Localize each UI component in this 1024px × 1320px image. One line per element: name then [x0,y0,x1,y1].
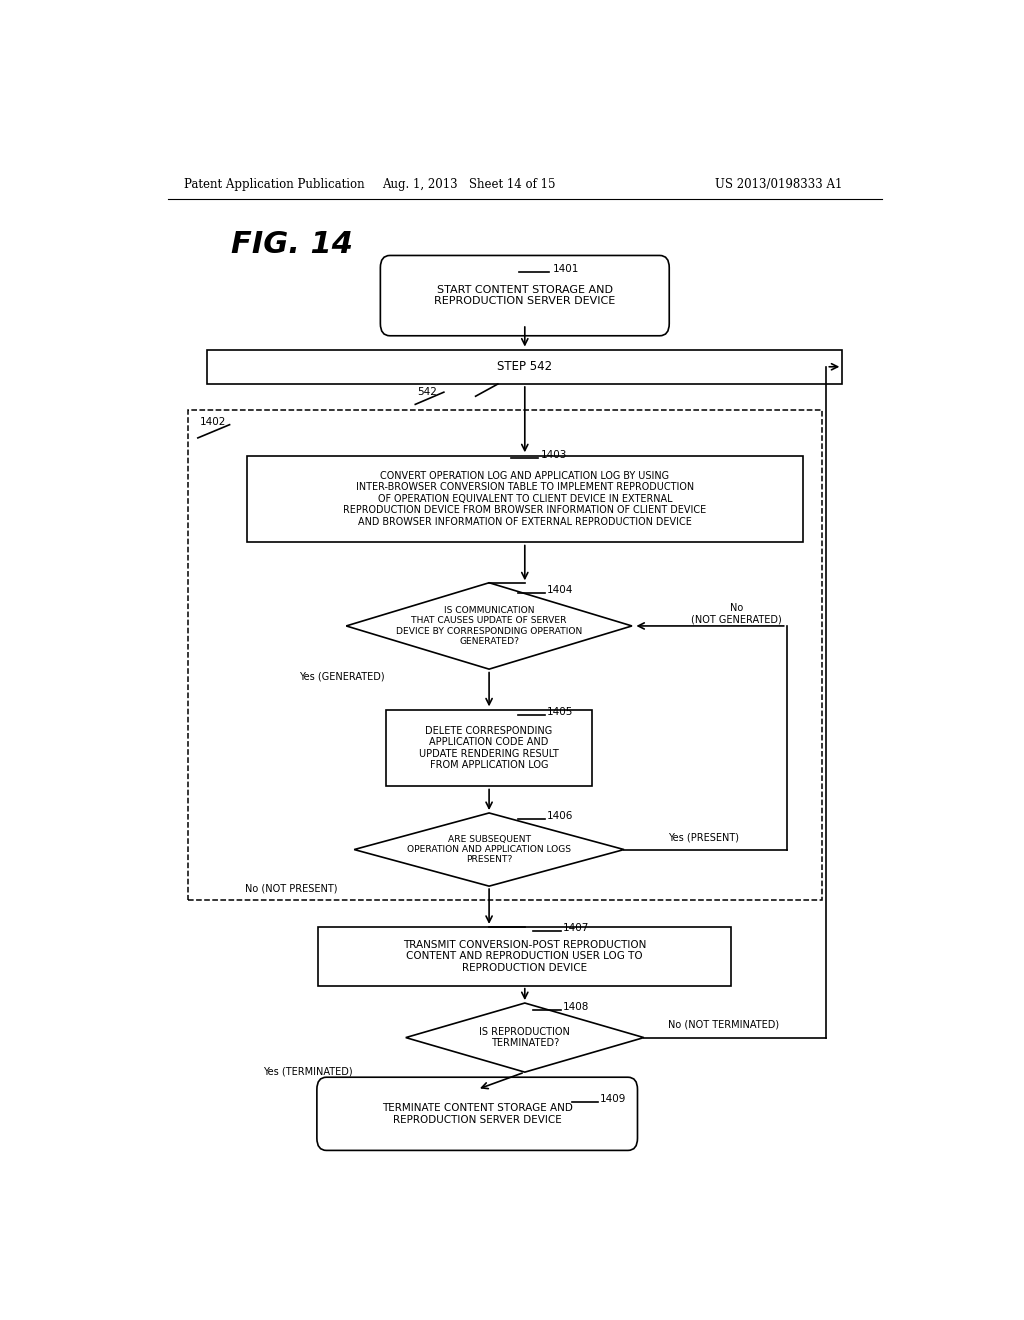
Text: START CONTENT STORAGE AND
REPRODUCTION SERVER DEVICE: START CONTENT STORAGE AND REPRODUCTION S… [434,285,615,306]
Text: IS COMMUNICATION
THAT CAUSES UPDATE OF SERVER
DEVICE BY CORRESPONDING OPERATION
: IS COMMUNICATION THAT CAUSES UPDATE OF S… [396,606,583,645]
Text: 1409: 1409 [600,1093,627,1104]
Text: Aug. 1, 2013   Sheet 14 of 15: Aug. 1, 2013 Sheet 14 of 15 [383,178,556,191]
Polygon shape [346,582,632,669]
Text: No
(NOT GENERATED): No (NOT GENERATED) [691,603,782,624]
Text: FIG. 14: FIG. 14 [231,230,353,259]
Text: CONVERT OPERATION LOG AND APPLICATION LOG BY USING
INTER-BROWSER CONVERSION TABL: CONVERT OPERATION LOG AND APPLICATION LO… [343,471,707,527]
Text: 1407: 1407 [563,923,589,933]
Text: 542: 542 [418,387,437,397]
FancyBboxPatch shape [380,256,670,335]
Text: 1406: 1406 [547,810,573,821]
Text: 1405: 1405 [547,708,573,717]
FancyBboxPatch shape [316,1077,638,1151]
Text: 1404: 1404 [547,585,573,595]
Text: Yes (TERMINATED): Yes (TERMINATED) [263,1067,352,1076]
Text: Yes (GENERATED): Yes (GENERATED) [299,672,384,681]
Text: US 2013/0198333 A1: US 2013/0198333 A1 [715,178,842,191]
Text: DELETE CORRESPONDING
APPLICATION CODE AND
UPDATE RENDERING RESULT
FROM APPLICATI: DELETE CORRESPONDING APPLICATION CODE AN… [419,726,559,771]
Polygon shape [406,1003,644,1072]
Bar [207,350,843,384]
Bar [187,411,822,900]
Text: TRANSMIT CONVERSION-POST REPRODUCTION
CONTENT AND REPRODUCTION USER LOG TO
REPRO: TRANSMIT CONVERSION-POST REPRODUCTION CO… [403,940,646,973]
Text: Patent Application Publication: Patent Application Publication [183,178,365,191]
Text: 1408: 1408 [563,1002,589,1012]
Text: 1403: 1403 [541,450,567,461]
Text: No (NOT TERMINATED): No (NOT TERMINATED) [668,1019,779,1030]
Bar [247,455,803,543]
Text: 1401: 1401 [553,264,579,275]
Text: IS REPRODUCTION
TERMINATED?: IS REPRODUCTION TERMINATED? [479,1027,570,1048]
Text: STEP 542: STEP 542 [498,360,552,374]
Polygon shape [354,813,624,886]
Bar [386,710,592,785]
Text: Yes (PRESENT): Yes (PRESENT) [668,833,738,842]
Bar [318,927,731,986]
Text: TERMINATE CONTENT STORAGE AND
REPRODUCTION SERVER DEVICE: TERMINATE CONTENT STORAGE AND REPRODUCTI… [382,1104,572,1125]
Text: No (NOT PRESENT): No (NOT PRESENT) [246,883,338,894]
Text: 1402: 1402 [200,417,226,426]
Text: ARE SUBSEQUENT
OPERATION AND APPLICATION LOGS
PRESENT?: ARE SUBSEQUENT OPERATION AND APPLICATION… [408,834,571,865]
